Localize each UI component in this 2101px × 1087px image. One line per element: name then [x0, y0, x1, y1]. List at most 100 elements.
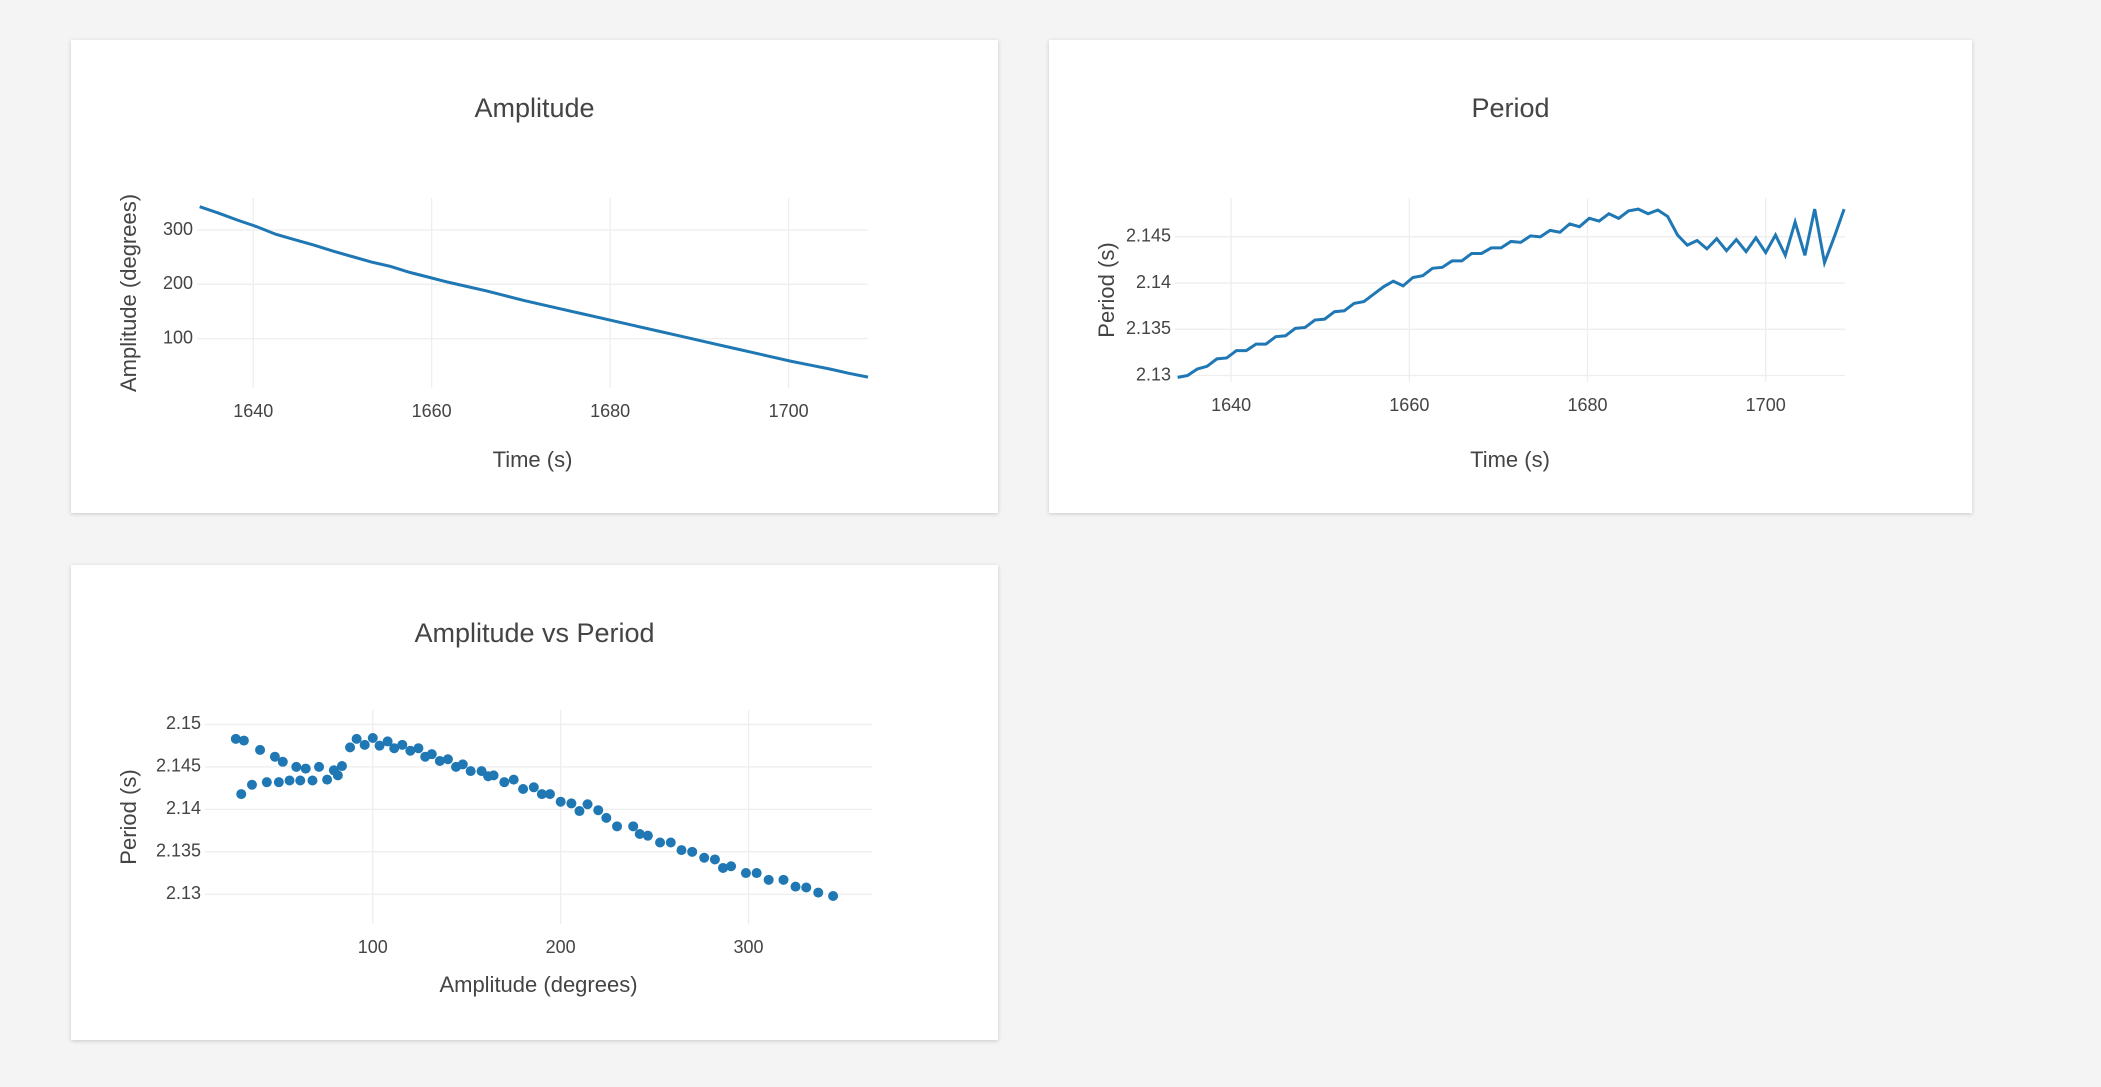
chart: Period Time (s) Period (s) 1640 1660 1680 1700… — [1094, 93, 1846, 472]
data-point — [687, 846, 698, 857]
data-point — [518, 783, 529, 794]
data-point — [300, 763, 311, 774]
chart: Amplitude Time (s) Amplitude (degrees) 1640… — [116, 93, 869, 472]
data-point — [382, 736, 393, 747]
data-point — [314, 761, 325, 772]
data-point — [555, 796, 566, 807]
y-axis-label: Period (s) — [1094, 242, 1119, 337]
y-tick-label: 100 — [163, 327, 193, 347]
data-point — [405, 745, 416, 756]
data-point — [499, 777, 510, 788]
x-tick-label: 100 — [358, 937, 388, 957]
data-point — [351, 733, 362, 744]
data-point — [574, 806, 585, 817]
x-axis-label: Time (s) — [493, 447, 573, 472]
x-tick-label: 1640 — [233, 401, 273, 421]
y-tick-label: 2.13 — [166, 883, 201, 903]
x-tick-label: 300 — [734, 937, 764, 957]
data-point — [813, 887, 824, 898]
data-point — [332, 770, 343, 781]
data-point — [612, 821, 623, 832]
x-axis-label: Amplitude (degrees) — [439, 972, 637, 997]
data-point — [544, 789, 555, 800]
data-point — [465, 766, 476, 777]
data-point — [642, 830, 653, 841]
data-point — [322, 774, 333, 785]
y-tick-label: 200 — [163, 273, 193, 293]
data-point — [261, 777, 272, 788]
y-tick-label: 2.135 — [156, 841, 201, 861]
y-axis-label: Period (s) — [116, 769, 141, 864]
y-axis-label: Amplitude (degrees) — [116, 194, 141, 392]
y-tick-label: 2.145 — [1126, 226, 1171, 246]
data-point — [593, 805, 604, 816]
x-tick-label: 200 — [546, 937, 576, 957]
data-point — [345, 742, 356, 753]
data-point — [291, 761, 302, 772]
y-tick-label: 300 — [163, 219, 193, 239]
y-tick-label: 2.15 — [166, 713, 201, 733]
data-point — [236, 789, 247, 800]
x-tick-label: 1660 — [412, 401, 452, 421]
data-point — [726, 861, 737, 872]
data-point — [790, 881, 801, 892]
data-point — [676, 845, 687, 856]
data-point — [374, 740, 385, 751]
data-point — [389, 743, 400, 754]
y-tick-label: 2.14 — [166, 798, 201, 818]
data-point — [238, 735, 249, 746]
data-point — [634, 828, 645, 839]
x-tick-label: 1660 — [1389, 395, 1429, 415]
data-point — [828, 890, 839, 901]
x-tick-label: 1680 — [1567, 395, 1607, 415]
data-point — [699, 852, 710, 863]
chart-title: Amplitude — [474, 93, 594, 123]
data-point — [718, 862, 729, 873]
chart-title: Period — [1471, 93, 1549, 123]
data-line — [199, 205, 869, 379]
data-point — [269, 751, 280, 762]
data-point — [255, 744, 266, 755]
chart: Amplitude vs Period Amplitude (degrees) Pe… — [116, 618, 872, 997]
chart-card: Amplitude vs Period Amplitude (degrees) Pe… — [71, 565, 998, 1040]
chart-title: Amplitude vs Period — [414, 618, 654, 648]
x-tick-label: 1700 — [1746, 395, 1786, 415]
data-point — [426, 749, 437, 760]
data-point — [246, 779, 257, 790]
y-tick-label: 2.14 — [1136, 272, 1171, 292]
data-point — [566, 798, 577, 809]
data-point — [801, 882, 812, 893]
data-point — [307, 775, 318, 786]
data-point — [628, 821, 639, 832]
data-point — [528, 782, 539, 793]
data-point — [536, 789, 547, 800]
data-point — [397, 739, 408, 750]
y-tick-label: 2.13 — [1136, 364, 1171, 384]
data-point — [778, 874, 789, 885]
x-tick-label: 1640 — [1211, 395, 1251, 415]
data-point — [413, 743, 424, 754]
data-point — [763, 874, 774, 885]
data-point — [295, 775, 306, 786]
chart-card: Period Time (s) Period (s) 1640 1660 1680 1700… — [1049, 40, 1972, 513]
x-axis-label: Time (s) — [1470, 447, 1550, 472]
data-point — [434, 755, 445, 766]
data-point — [751, 868, 762, 879]
x-tick-label: 1680 — [590, 401, 630, 421]
data-point — [359, 739, 370, 750]
data-point — [284, 775, 295, 786]
data-point — [665, 837, 676, 848]
data-point — [277, 756, 288, 767]
data-point — [457, 759, 468, 770]
data-point — [273, 777, 284, 788]
data-line — [1177, 207, 1846, 379]
data-point — [367, 733, 378, 744]
data-point — [336, 761, 347, 772]
data-point — [655, 837, 666, 848]
data-point — [582, 799, 593, 810]
x-tick-label: 1700 — [769, 401, 809, 421]
data-point — [601, 812, 612, 823]
y-tick-label: 2.145 — [156, 756, 201, 776]
data-point — [740, 868, 751, 879]
